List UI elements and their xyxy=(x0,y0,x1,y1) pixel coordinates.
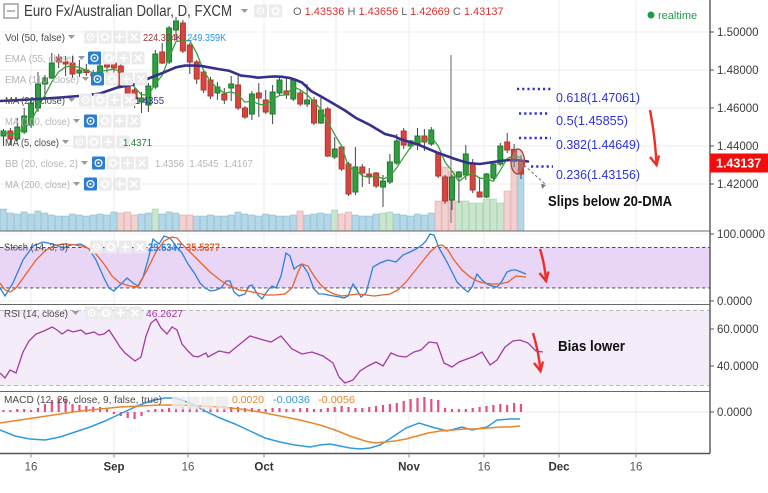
svg-text:1.4356: 1.4356 xyxy=(155,158,184,170)
svg-text:Stoch (14, 3, 3): Stoch (14, 3, 3) xyxy=(4,242,68,254)
svg-text:Vol (50, false): Vol (50, false) xyxy=(5,32,65,44)
svg-text:1.4545: 1.4545 xyxy=(189,158,218,170)
svg-text:Slips below 20-DMA: Slips below 20-DMA xyxy=(548,193,672,210)
svg-text:1.44000: 1.44000 xyxy=(717,141,759,153)
svg-text:Dec: Dec xyxy=(548,462,570,474)
svg-text:1.43137: 1.43137 xyxy=(716,157,761,171)
svg-text:1.50000: 1.50000 xyxy=(717,27,759,39)
svg-text:0.382(1.44649): 0.382(1.44649) xyxy=(556,137,640,152)
svg-text:16: 16 xyxy=(478,462,491,474)
svg-text:RSI (14, close): RSI (14, close) xyxy=(4,308,68,320)
svg-text:0.236(1.43156): 0.236(1.43156) xyxy=(556,167,640,182)
svg-text:1.42000: 1.42000 xyxy=(717,179,759,191)
svg-text:MA (5, close): MA (5, close) xyxy=(5,137,59,149)
svg-text:100.0000: 100.0000 xyxy=(717,229,765,241)
svg-text:EMA (110, close): EMA (110, close) xyxy=(5,74,79,86)
svg-text:0.0000: 0.0000 xyxy=(717,296,752,308)
svg-text:MA (100, close): MA (100, close) xyxy=(5,116,70,128)
svg-text:35.5377: 35.5377 xyxy=(186,242,220,254)
svg-text:BB (20, close, 2): BB (20, close, 2) xyxy=(5,158,78,170)
svg-text:-0.0036: -0.0036 xyxy=(273,394,310,406)
svg-text:Nov: Nov xyxy=(398,462,420,474)
svg-text:1.4371: 1.4371 xyxy=(123,137,152,149)
svg-text:O 1.43536 H 1.43656 L 1.42669: O 1.43536 H 1.43656 L 1.42669 C 1.43137 xyxy=(293,6,504,18)
svg-text:0.0020: 0.0020 xyxy=(232,394,264,406)
svg-text:MACD (12, 26, close, 9, false,: MACD (12, 26, close, 9, false, true) xyxy=(4,395,162,406)
svg-text:EMA (55, close): EMA (55, close) xyxy=(5,53,75,65)
svg-text:16: 16 xyxy=(25,462,38,474)
svg-text:40.0000: 40.0000 xyxy=(717,361,759,373)
svg-text:60.0000: 60.0000 xyxy=(717,324,759,336)
svg-text:0.5(1.45855): 0.5(1.45855) xyxy=(556,113,628,128)
svg-text:Euro Fx/Australian Dollar, D,: Euro Fx/Australian Dollar, D, FXCM xyxy=(24,3,232,20)
svg-text:Oct: Oct xyxy=(254,462,273,474)
svg-text:0.0000: 0.0000 xyxy=(717,407,752,419)
svg-text:0.618(1.47061): 0.618(1.47061) xyxy=(556,90,640,105)
svg-text:1.48000: 1.48000 xyxy=(717,65,759,77)
svg-text:realtime: realtime xyxy=(658,10,697,22)
svg-text:Sep: Sep xyxy=(103,462,124,474)
svg-text:MA (20, close): MA (20, close) xyxy=(5,95,65,107)
svg-text:16: 16 xyxy=(630,462,643,474)
svg-text:29.6347: 29.6347 xyxy=(148,242,182,254)
svg-text:Bias lower: Bias lower xyxy=(558,338,625,355)
svg-text:46.2627: 46.2627 xyxy=(146,308,183,320)
svg-text:1.4167: 1.4167 xyxy=(224,158,253,170)
svg-text:-0.0056: -0.0056 xyxy=(318,394,355,406)
svg-text:MA (200, close): MA (200, close) xyxy=(5,179,70,191)
svg-text:1.4355: 1.4355 xyxy=(135,95,164,107)
svg-text:249.359K: 249.359K xyxy=(187,32,226,44)
svg-text:1.46000: 1.46000 xyxy=(717,103,759,115)
svg-text:224.304K: 224.304K xyxy=(143,32,182,44)
svg-text:16: 16 xyxy=(182,462,195,474)
